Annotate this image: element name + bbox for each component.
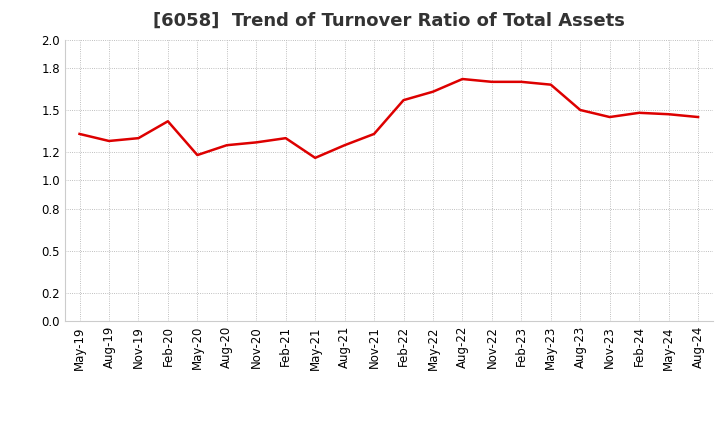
Title: [6058]  Trend of Turnover Ratio of Total Assets: [6058] Trend of Turnover Ratio of Total … bbox=[153, 12, 625, 30]
